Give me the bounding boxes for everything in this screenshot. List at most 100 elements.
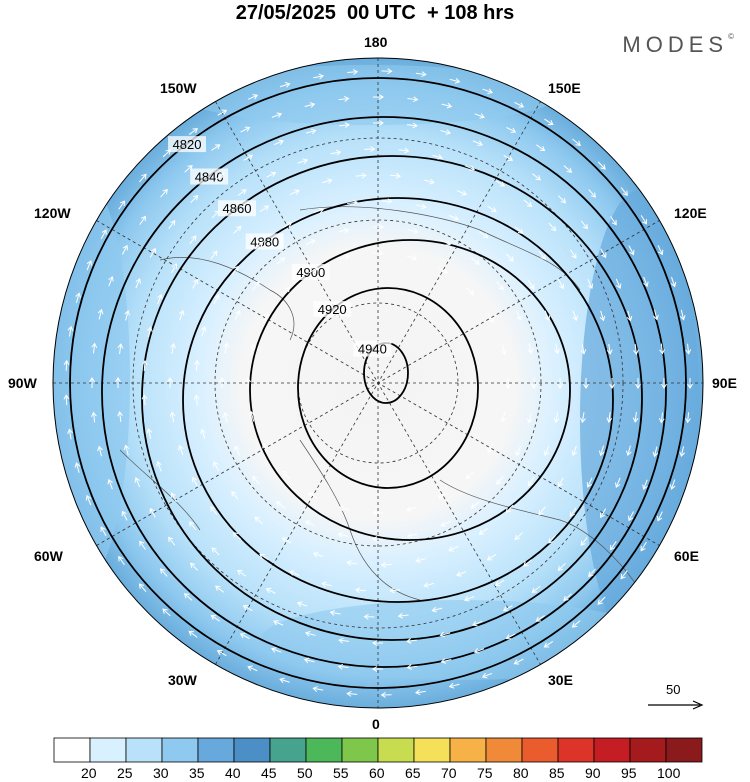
colorbar-tick-label: 95 — [621, 765, 637, 781]
lon-label-30e: 30E — [548, 672, 573, 688]
wind-arrow-head — [344, 96, 350, 102]
wind-arrow-head — [481, 672, 488, 679]
colorbar-swatch — [53, 737, 91, 763]
wind-arrow-head — [380, 561, 387, 568]
wind-arrow-head — [494, 580, 501, 586]
wind-arrow-head — [508, 256, 514, 262]
wind-arrow-head — [535, 616, 542, 622]
wind-arrow-head — [222, 411, 229, 418]
wind-arrow-head — [75, 292, 81, 298]
wind-arrow-head — [147, 326, 153, 332]
wind-arrow-head — [502, 606, 509, 612]
colorbar-swatch — [341, 737, 379, 763]
wind-arrow-head — [470, 503, 477, 509]
colorbar-tick-label: 65 — [405, 765, 421, 781]
wind-arrow-head — [281, 470, 288, 477]
wind-arrow — [527, 476, 535, 486]
wind-arrow — [398, 614, 409, 617]
wind-arrow — [610, 541, 617, 550]
wind-arrow-head — [505, 383, 511, 389]
wind-arrow-head — [257, 241, 264, 247]
wind-arrow — [660, 343, 664, 354]
wind-arrow-head — [189, 562, 196, 569]
wind-arrow — [440, 239, 451, 246]
wind-arrow — [474, 113, 485, 118]
wind-arrow — [259, 205, 269, 213]
wind-arrow-head — [685, 417, 691, 424]
wind-arrow-head — [337, 663, 344, 670]
wind-arrow-head — [412, 228, 419, 235]
contour-4860 — [141, 155, 643, 641]
wind-arrow-head — [249, 343, 256, 350]
wind-arrow — [190, 195, 199, 204]
wind-arrow-head — [91, 342, 98, 349]
wind-arrow — [654, 446, 658, 457]
wind-arrow — [432, 607, 443, 612]
wind-arrow-head — [380, 691, 386, 698]
wind-arrow — [563, 593, 572, 601]
wind-arrow — [338, 97, 349, 101]
wind-arrow — [243, 154, 253, 161]
wind-arrow — [224, 412, 228, 423]
wind-arrow-head — [414, 689, 421, 696]
wind-arrow-head — [487, 447, 493, 454]
wind-arrow-head — [406, 532, 413, 539]
wind-arrow-head — [609, 383, 615, 389]
wind-arrow-head — [352, 69, 359, 75]
wind-arrow — [143, 395, 146, 406]
wind-arrow — [514, 532, 523, 540]
wind-arrow — [139, 541, 146, 550]
wind-arrow — [192, 477, 198, 487]
wind-arrow — [634, 411, 637, 422]
wind-arrow-head — [571, 253, 577, 259]
contour-4920 — [297, 287, 479, 489]
wind-arrow-head — [499, 181, 505, 187]
wind-arrow-head — [303, 657, 310, 664]
wind-arrow-head — [212, 250, 218, 257]
wind-arrow-head — [600, 512, 606, 519]
wind-arrow-head — [214, 294, 220, 300]
wind-arrow — [597, 161, 606, 170]
wind-arrow-head — [312, 686, 318, 692]
wind-arrow — [505, 253, 514, 262]
wind-arrow — [201, 326, 206, 337]
wind-arrow-head — [510, 127, 517, 133]
wind-arrow-head — [124, 309, 131, 316]
wind-arrow-head — [527, 480, 533, 487]
wind-arrow — [588, 189, 596, 198]
wind-arrow-head — [611, 219, 617, 226]
wind-arrow-head — [404, 147, 410, 154]
wind-arrow — [628, 511, 635, 521]
wind-arrow — [254, 241, 263, 250]
wind-arrow — [189, 235, 197, 245]
colorbar-tick-label: 35 — [189, 765, 205, 781]
wind-arrow-head — [387, 68, 393, 75]
wind-arrow — [680, 446, 685, 457]
wind-arrow — [544, 445, 550, 456]
wind-arrow-head — [63, 394, 70, 400]
wind-arrow-head — [214, 144, 221, 150]
wind-arrow — [143, 360, 146, 371]
wind-arrow — [615, 477, 621, 488]
contour-label-bg — [313, 301, 352, 317]
wind-arrow-head — [247, 154, 254, 160]
wind-arrow — [92, 343, 96, 354]
meridian-line — [215, 101, 541, 665]
wind-arrow-head — [338, 637, 344, 644]
wind-arrow-head — [659, 349, 665, 355]
wind-arrow-head — [590, 192, 597, 198]
wind-arrow-head — [361, 172, 367, 179]
wind-arrow — [514, 101, 524, 108]
wind-arrow-head — [284, 286, 291, 293]
lon-label-150e: 150E — [548, 80, 581, 96]
wind-arrow-head — [526, 417, 533, 424]
wind-arrow-head — [632, 417, 639, 423]
wind-arrow-head — [138, 583, 145, 589]
wind-arrow-head — [606, 349, 613, 355]
wind-arrow-head — [679, 451, 686, 458]
wind-arrow — [532, 585, 541, 593]
wind-arrow-head — [312, 551, 319, 558]
wind-arrow — [305, 632, 316, 636]
wind-arrow — [273, 620, 284, 626]
wind-arrow — [640, 541, 647, 551]
